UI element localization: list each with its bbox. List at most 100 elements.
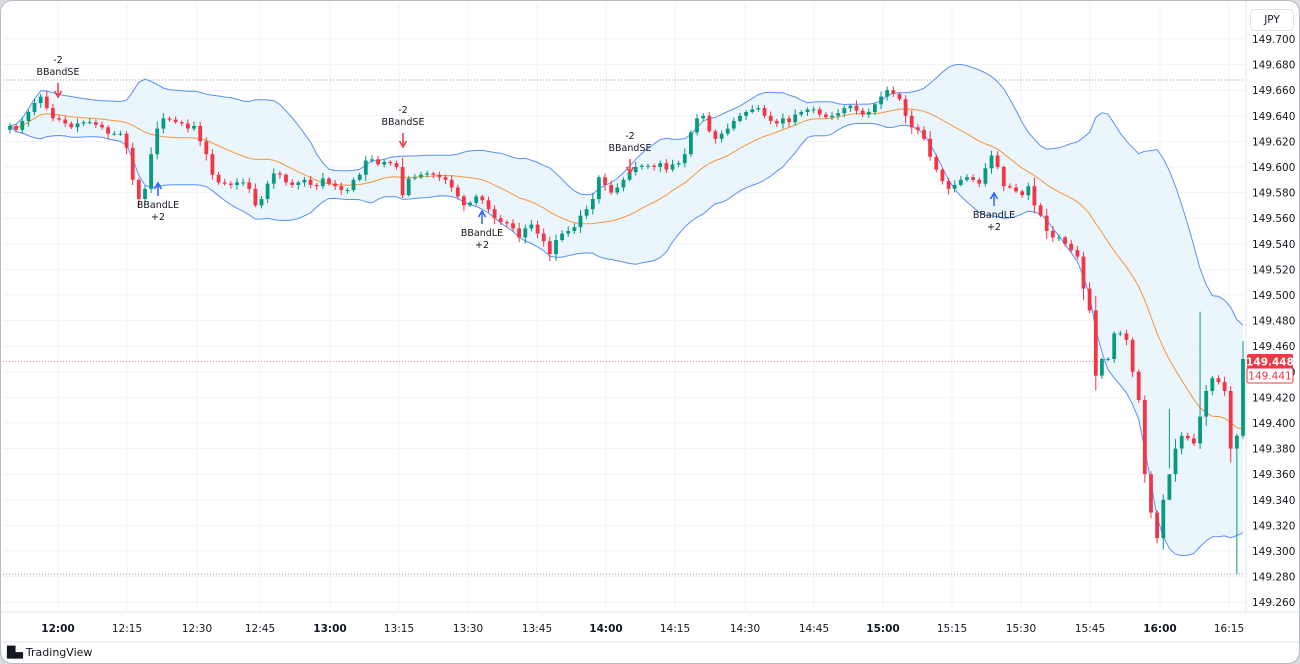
candle-body (26, 112, 31, 121)
candle-body (781, 118, 785, 124)
time-tick-label: 15:00 (866, 623, 899, 635)
time-tick-label: 13:15 (384, 623, 414, 635)
candle-body (1142, 400, 1147, 475)
candle-body (1222, 382, 1227, 391)
candle-body (1081, 256, 1086, 289)
candle-body (934, 156, 939, 170)
candles (8, 86, 1245, 575)
price-tick-label: 149.400 (1252, 418, 1295, 430)
candle-body (1001, 167, 1006, 187)
signal-arrow-head-icon (989, 191, 999, 200)
candle-body (603, 177, 607, 185)
price-tick-label: 149.500 (1252, 290, 1295, 302)
candle-body (590, 199, 595, 210)
candle-body (1057, 237, 1061, 239)
candle-body (1063, 237, 1067, 244)
candle-body (271, 173, 276, 184)
candle-body (1100, 359, 1104, 376)
signal-arrow-head-icon (625, 166, 635, 175)
candle-body (756, 108, 761, 110)
candle-body (302, 179, 307, 183)
candle-body (320, 178, 325, 187)
candle-body (173, 119, 178, 123)
candle-body (204, 141, 209, 155)
tradingview-logo[interactable]: █▄ TradingView (7, 646, 92, 659)
candle-body (443, 177, 448, 180)
candle-body (1216, 378, 1221, 382)
candle-body (419, 174, 423, 178)
price-tick-label: 149.280 (1252, 572, 1295, 584)
candle-body (1093, 310, 1098, 376)
candle-body (130, 147, 135, 180)
price-tick-label: 149.640 (1252, 111, 1295, 123)
price-axis: 149.700 149.680 149.660 149.640 149.620 149.6… (1252, 34, 1295, 609)
time-tick-label: 14:30 (730, 623, 760, 635)
candle-body (143, 188, 147, 199)
candle-body (639, 165, 644, 167)
candle-body (136, 179, 141, 199)
signal-arrow-head-icon (398, 140, 408, 149)
candle-body (830, 115, 834, 118)
candle-body (38, 96, 43, 103)
candle-body (566, 231, 571, 234)
basis-line (9, 108, 1244, 430)
price-tick-label: 149.340 (1252, 495, 1295, 507)
candle-body (879, 96, 883, 105)
candle-body (462, 196, 466, 206)
candle-body (744, 112, 748, 116)
time-tick-label: 15:45 (1075, 623, 1105, 635)
candle-body (106, 127, 110, 134)
candle-body (20, 120, 25, 130)
price-tick-label: 149.320 (1252, 520, 1295, 532)
candle-body (278, 173, 282, 175)
signal-arrow-head-icon (477, 209, 487, 218)
candle-body (1173, 448, 1178, 475)
candle-body (167, 118, 172, 120)
time-tick-label: 14:15 (660, 623, 690, 635)
candle-body (989, 155, 994, 169)
candle-body (1167, 474, 1172, 500)
candle-body (8, 126, 12, 130)
candle-body (1210, 378, 1215, 391)
candle-body (1112, 333, 1117, 359)
candle-body (824, 114, 828, 118)
signal-name-label: BBandLE (461, 228, 503, 239)
time-tick-label: 16:00 (1143, 623, 1176, 635)
candle-body (787, 118, 791, 123)
candle-body (468, 202, 472, 206)
candle-body (400, 167, 405, 196)
prev-close-label: 149.441 (1248, 371, 1291, 383)
price-tick-label: 149.480 (1252, 316, 1295, 328)
candle-body (774, 120, 779, 124)
candle-body (793, 114, 798, 123)
candle-body (363, 160, 368, 175)
candle-body (541, 233, 546, 242)
candle-body (505, 222, 509, 224)
candle-body (498, 218, 503, 222)
candle-body (977, 179, 982, 184)
signal-arrow-head-icon (53, 90, 63, 99)
candle-body (916, 127, 920, 130)
time-tick-label: 12:00 (41, 623, 74, 635)
candle-body (695, 118, 699, 133)
bollinger-bands (9, 63, 1244, 557)
candle-body (885, 90, 890, 97)
candle-body (100, 124, 104, 128)
candle-body (897, 94, 902, 100)
candle-body (1161, 499, 1166, 539)
candle-body (1014, 187, 1018, 192)
candle-body (32, 103, 37, 112)
price-tick-label: 149.540 (1252, 239, 1295, 251)
candle-body (455, 187, 460, 197)
candle-body (1124, 333, 1129, 340)
candle-body (719, 133, 724, 139)
currency-label[interactable]: JPY (1250, 9, 1294, 31)
candle-body (216, 174, 221, 183)
candle-body (1185, 435, 1190, 439)
candle-body (87, 122, 92, 124)
candle-body (511, 223, 515, 229)
candle-body (124, 133, 129, 148)
current-price-tag (1247, 354, 1293, 370)
